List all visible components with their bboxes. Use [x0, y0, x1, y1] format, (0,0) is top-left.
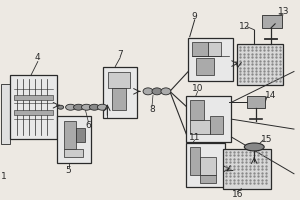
- Ellipse shape: [98, 104, 107, 110]
- Bar: [186, 96, 231, 142]
- Bar: [112, 88, 126, 110]
- Ellipse shape: [143, 88, 153, 95]
- Bar: [200, 157, 215, 175]
- Ellipse shape: [58, 105, 64, 109]
- Bar: [1, 84, 10, 144]
- Bar: [64, 121, 76, 149]
- Text: 6: 6: [85, 121, 91, 130]
- Ellipse shape: [66, 104, 76, 110]
- Text: 11: 11: [189, 133, 200, 142]
- Bar: [237, 44, 283, 85]
- Text: 12: 12: [238, 22, 250, 31]
- Bar: [188, 38, 233, 81]
- Text: 7: 7: [117, 50, 123, 59]
- Text: 10: 10: [192, 84, 203, 93]
- Bar: [210, 116, 224, 134]
- Bar: [103, 67, 137, 118]
- Bar: [224, 149, 271, 189]
- Bar: [10, 75, 57, 139]
- Bar: [190, 120, 210, 134]
- Bar: [57, 116, 92, 163]
- Bar: [192, 42, 208, 56]
- Bar: [262, 15, 282, 28]
- Text: 15: 15: [261, 135, 273, 144]
- Ellipse shape: [161, 88, 171, 95]
- Bar: [108, 72, 130, 88]
- Ellipse shape: [89, 104, 99, 110]
- Bar: [200, 175, 215, 183]
- Bar: [190, 147, 200, 175]
- Ellipse shape: [82, 104, 92, 110]
- Text: 9: 9: [192, 12, 198, 21]
- Text: 14: 14: [266, 91, 277, 100]
- Bar: [208, 42, 221, 56]
- Ellipse shape: [152, 88, 162, 95]
- Ellipse shape: [74, 104, 83, 110]
- Bar: [14, 110, 53, 115]
- Bar: [14, 95, 53, 100]
- Text: 16: 16: [232, 190, 243, 199]
- Bar: [247, 96, 265, 108]
- Text: 4: 4: [35, 53, 40, 62]
- Bar: [64, 149, 83, 157]
- Text: 8: 8: [149, 105, 155, 114]
- Text: 5: 5: [66, 166, 71, 175]
- Bar: [190, 100, 204, 120]
- Text: 13: 13: [278, 7, 290, 16]
- Bar: [196, 58, 214, 75]
- Bar: [186, 143, 226, 187]
- Text: 1: 1: [1, 172, 7, 181]
- Bar: [76, 128, 85, 142]
- Ellipse shape: [244, 143, 264, 151]
